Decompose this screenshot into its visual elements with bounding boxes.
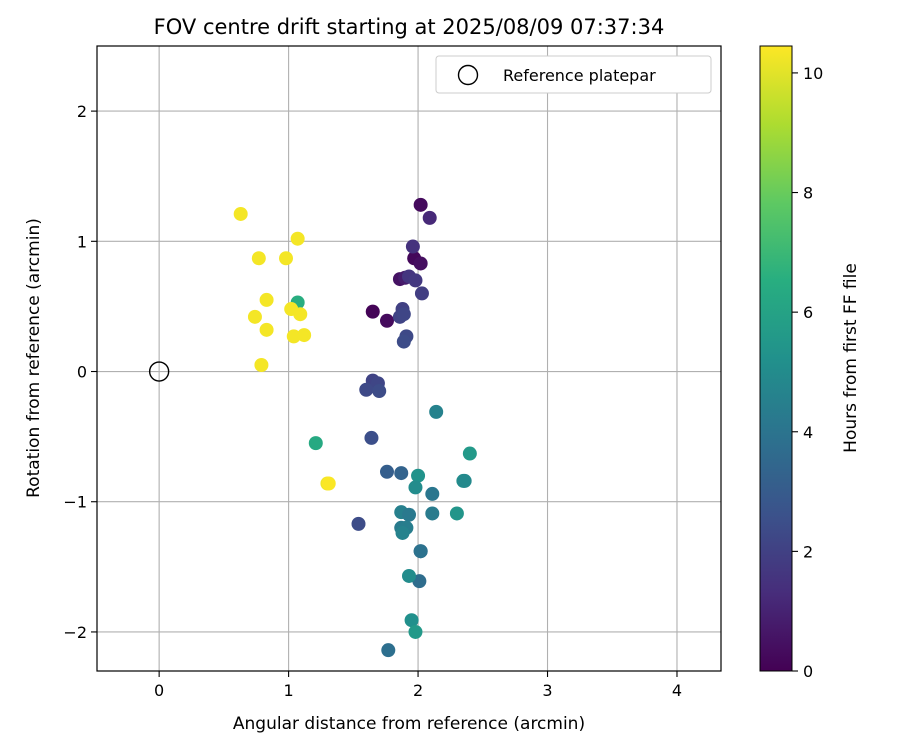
scatter-point bbox=[247, 309, 262, 324]
scatter-point bbox=[259, 322, 274, 337]
scatter-point bbox=[395, 525, 410, 540]
scatter-point bbox=[379, 464, 394, 479]
scatter-point bbox=[422, 210, 437, 225]
scatter-point bbox=[259, 292, 274, 307]
scatter-point bbox=[462, 446, 477, 461]
scatter-point bbox=[402, 568, 416, 583]
scatter-point bbox=[413, 256, 428, 271]
scatter-point bbox=[308, 436, 323, 451]
scatter-point bbox=[254, 358, 269, 373]
scatter-point bbox=[411, 468, 426, 483]
scatter-point bbox=[321, 476, 336, 491]
x-axis-label: Angular distance from reference (arcmin) bbox=[233, 714, 585, 734]
y-tick-label: −1 bbox=[63, 493, 87, 512]
scatter-point bbox=[425, 486, 440, 501]
chart-title: FOV centre drift starting at 2025/08/09 … bbox=[154, 15, 665, 39]
x-tick-label: 3 bbox=[542, 681, 552, 700]
scatter-point bbox=[372, 384, 387, 399]
scatter-point bbox=[379, 313, 394, 328]
scatter-point bbox=[297, 328, 312, 343]
scatter-point bbox=[408, 480, 423, 495]
scatter-point bbox=[293, 307, 308, 322]
scatter-point bbox=[251, 251, 266, 266]
scatter-point bbox=[286, 329, 301, 344]
y-tick-label: 2 bbox=[77, 102, 87, 121]
scatter-point bbox=[405, 239, 420, 254]
y-tick-label: −2 bbox=[63, 623, 87, 642]
scatter-point bbox=[290, 231, 305, 246]
scatter-point bbox=[394, 466, 409, 481]
colorbar-ticks: 0 2 4 6 8 10 bbox=[792, 64, 823, 681]
scatter-point bbox=[408, 624, 423, 639]
data-points bbox=[148, 197, 477, 658]
y-axis-label: Rotation from reference (arcmin) bbox=[24, 218, 44, 498]
scatter-point bbox=[365, 304, 380, 319]
reference-platepar-marker bbox=[148, 361, 170, 382]
y-axis-ticks: −2 −1 0 1 2 bbox=[63, 102, 97, 642]
scatter-point bbox=[279, 251, 294, 266]
scatter-point bbox=[429, 404, 444, 419]
x-tick-label: 4 bbox=[672, 681, 682, 700]
colorbar-tick-label: 10 bbox=[803, 64, 823, 83]
colorbar: 0 2 4 6 8 10 Hours from first FF file bbox=[759, 45, 861, 681]
scatter-point bbox=[396, 307, 411, 322]
scatter-point bbox=[233, 206, 248, 221]
colorbar-tick-label: 4 bbox=[803, 423, 813, 442]
colorbar-tick-label: 2 bbox=[803, 542, 813, 561]
legend-marker-open-circle bbox=[457, 64, 479, 86]
scatter-point bbox=[351, 516, 366, 531]
x-tick-label: 1 bbox=[284, 681, 294, 700]
scatter-point bbox=[381, 643, 396, 658]
colorbar-gradient bbox=[759, 45, 793, 672]
plot-area-frame bbox=[96, 45, 722, 672]
y-tick-label: 0 bbox=[77, 363, 87, 382]
scatter-point bbox=[413, 544, 428, 559]
scatter-point bbox=[413, 197, 428, 212]
scatter-point bbox=[412, 574, 427, 589]
x-axis-ticks: 0 1 2 3 4 bbox=[154, 671, 682, 700]
scatter-point bbox=[449, 506, 464, 521]
colorbar-tick-label: 0 bbox=[803, 662, 813, 681]
legend-box bbox=[435, 55, 712, 94]
scatter-point bbox=[396, 334, 411, 349]
scatter-point bbox=[359, 382, 374, 397]
scatter-point bbox=[402, 507, 416, 522]
colorbar-tick-label: 8 bbox=[803, 184, 813, 203]
legend: Reference platepar bbox=[435, 55, 712, 94]
scatter-point bbox=[414, 286, 429, 301]
scatter-point bbox=[457, 473, 472, 488]
x-tick-label: 0 bbox=[154, 681, 164, 700]
scatter-point bbox=[404, 613, 419, 628]
x-tick-label: 2 bbox=[413, 681, 423, 700]
legend-entry-label: Reference platepar bbox=[503, 66, 656, 85]
scatter-point bbox=[408, 273, 423, 288]
colorbar-label: Hours from first FF file bbox=[841, 263, 861, 453]
scatter-point bbox=[425, 506, 440, 521]
scatter-point bbox=[364, 430, 379, 445]
y-tick-label: 1 bbox=[77, 232, 87, 251]
colorbar-tick-label: 6 bbox=[803, 303, 813, 322]
